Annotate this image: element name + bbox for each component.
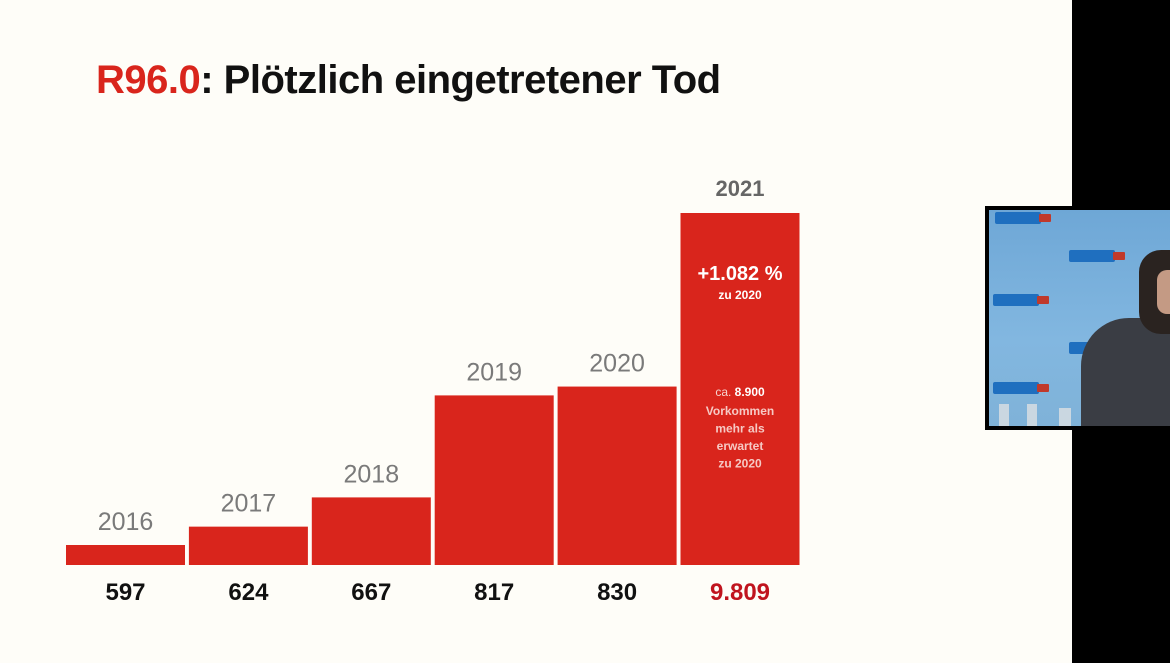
- value-label: 830: [597, 579, 637, 606]
- bar-2020: [557, 386, 677, 565]
- year-label: 2018: [343, 460, 399, 488]
- water-glass: [1027, 404, 1037, 426]
- bar-2019: [434, 395, 554, 565]
- excess-prefix: ca.: [715, 385, 734, 399]
- change-percent-label: +1.082 %: [697, 263, 782, 285]
- year-label: 2019: [466, 358, 522, 386]
- speaker-person-icon: [1081, 318, 1170, 426]
- bar-2017: [188, 526, 308, 565]
- value-label: 597: [105, 579, 145, 606]
- excess-value: 8.900: [735, 385, 765, 399]
- bar-chart: 2016 597 2017 624 2018 667 2019 817 2020 830 2021 9…: [66, 176, 800, 606]
- party-logo-icon: [1069, 250, 1125, 262]
- party-logo-icon: [993, 382, 1049, 394]
- change-reference-label: zu 2020: [718, 288, 762, 302]
- value-label: 667: [351, 579, 391, 606]
- year-label: 2016: [98, 508, 154, 536]
- bar-2021: [680, 213, 800, 565]
- video-overlay: [985, 206, 1170, 430]
- party-logo-icon: [993, 294, 1049, 306]
- value-label: 624: [228, 579, 269, 606]
- excess-label: ca. 8.900: [715, 385, 765, 399]
- speaker-face: [1157, 270, 1170, 314]
- excess-text-line: mehr als: [715, 422, 765, 436]
- value-label: 817: [474, 579, 514, 606]
- year-label: 2017: [221, 490, 277, 518]
- slide: R96.0: Plötzlich eingetretener Tod 2016 5…: [66, 58, 800, 606]
- excess-text-line: Vorkommen: [706, 404, 774, 418]
- chart-plot-area: 2016 597 2017 624 2018 667 2019 817 2020 830 2021 9…: [66, 176, 800, 606]
- water-glass: [1059, 408, 1071, 426]
- title-text: : Plötzlich eingetretener Tod: [200, 58, 721, 102]
- excess-text-line: zu 2020: [718, 457, 762, 471]
- title-code: R96.0: [96, 58, 201, 102]
- year-label: 2021: [716, 176, 765, 201]
- water-glass: [999, 404, 1009, 426]
- bar-2018: [311, 497, 431, 565]
- slide-title: R96.0: Plötzlich eingetretener Tod: [96, 58, 721, 103]
- party-logo-icon: [995, 212, 1051, 224]
- bar-2016: [66, 545, 185, 565]
- value-label: 9.809: [710, 579, 770, 606]
- year-label: 2020: [589, 350, 645, 378]
- video-feed: [989, 210, 1170, 426]
- excess-text-line: erwartet: [717, 439, 764, 453]
